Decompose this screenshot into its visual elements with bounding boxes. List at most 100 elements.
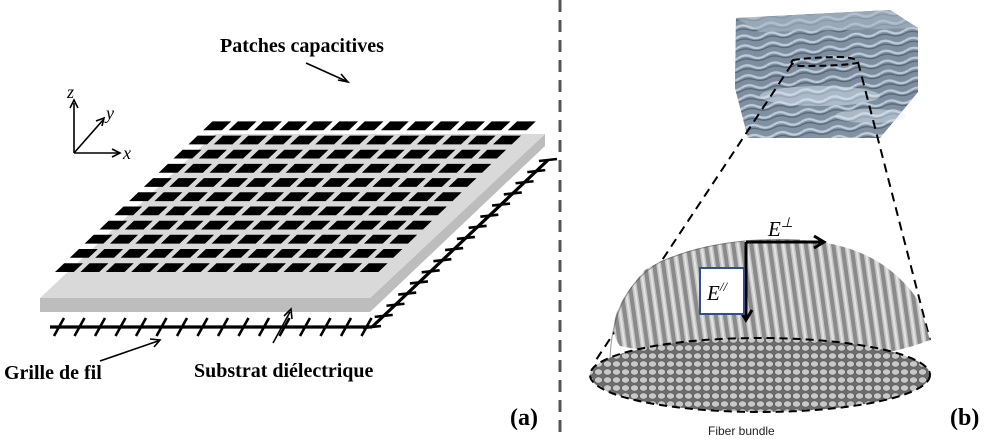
capacitive-patch [289, 135, 318, 145]
capacitive-patch [431, 121, 460, 131]
grid-wire [339, 317, 353, 337]
capacitive-patch [84, 234, 113, 244]
capacitive-patch [478, 149, 507, 159]
capacitive-patch [139, 206, 168, 216]
grid-wire [134, 317, 148, 337]
capacitive-patch [114, 206, 143, 216]
grid-wire [503, 191, 522, 196]
grid-wire [527, 168, 546, 174]
capacitive-patch [228, 121, 257, 131]
capacitive-patch [363, 234, 392, 244]
capacitive-patch [442, 135, 471, 145]
capacitive-patch [416, 135, 445, 145]
grid-wire [386, 302, 405, 308]
capacitive-patch [110, 234, 138, 244]
field-par-label: E// [706, 279, 728, 305]
grid-wire [433, 257, 452, 263]
capacitive-patch [482, 121, 511, 131]
grid-wire [444, 246, 464, 252]
zoom-line-right [857, 61, 931, 341]
field-arrows [738, 234, 827, 323]
capacitive-patch [463, 163, 492, 173]
capacitive-patch [408, 192, 437, 202]
capacitive-patch [160, 234, 189, 244]
capacitive-patch [368, 206, 397, 216]
field-perp-label: E⊥ [767, 216, 793, 241]
capacitive-patch [213, 135, 242, 145]
capacitive-patch [277, 220, 306, 230]
grid-wire [409, 280, 429, 285]
capacitive-patch [222, 249, 251, 258]
capacitive-patch [239, 135, 268, 145]
capacitive-patch [171, 249, 200, 258]
capacitive-patch [300, 149, 329, 159]
capacitive-patch [272, 249, 301, 258]
capacitive-patch [391, 135, 420, 145]
capacitive-patch [69, 249, 98, 258]
capacitive-patch [281, 192, 310, 202]
capacitive-patch [95, 249, 124, 258]
capacitive-patch [156, 263, 185, 272]
capacitive-patch [292, 206, 320, 216]
capacitive-patch [404, 220, 432, 230]
capacitive-patch [146, 249, 174, 258]
capacitive-patch [306, 192, 335, 202]
grid-wire [456, 235, 476, 241]
capacitive-patch [402, 149, 430, 159]
capacitive-patch [321, 178, 350, 187]
capacitive-patch [298, 249, 327, 258]
capacitive-patch [351, 149, 380, 159]
capacitive-patch [361, 163, 390, 173]
grid-wire [319, 317, 332, 337]
capacitive-patch [188, 135, 217, 145]
panel-b-label: (b) [950, 405, 979, 431]
capacitive-patch [347, 178, 375, 187]
capacitive-patch [226, 220, 255, 230]
capacitive-patch [232, 263, 261, 272]
capacitive-patch [374, 249, 403, 258]
capacitive-patch [427, 149, 456, 159]
capacitive-patch [311, 163, 339, 173]
capacitive-patch [256, 192, 284, 202]
grid-wire [93, 317, 107, 337]
capacitive-patch [258, 263, 286, 272]
capacitive-patch [207, 263, 236, 272]
capacitive-patch [158, 163, 187, 173]
capacitive-patch [80, 263, 109, 272]
capacitive-patch [105, 263, 134, 272]
capacitive-patch [359, 263, 388, 272]
capacitive-patch [165, 206, 193, 216]
capacitive-patch [270, 178, 299, 187]
grid-wire [114, 317, 127, 337]
capacitive-patch [135, 234, 164, 244]
capacitive-patch [302, 220, 331, 230]
capacitive-patch [366, 135, 394, 145]
capacitive-patch [215, 206, 244, 216]
capacitive-patch [194, 178, 223, 187]
capacitive-patch [150, 220, 179, 230]
capacitive-patch [173, 149, 202, 159]
capacitive-patch [181, 263, 210, 272]
capacitive-patch [393, 206, 422, 216]
capacitive-patch [247, 249, 276, 258]
capacitive-patch [438, 163, 466, 173]
capacitive-patch [323, 249, 352, 258]
capacitive-patch [313, 234, 342, 244]
capacitive-patch [279, 121, 308, 131]
axis-z-label: z [66, 82, 74, 102]
capacitive-patches [55, 121, 536, 272]
capacitive-patch [389, 234, 418, 244]
capacitive-patch [325, 149, 354, 159]
grid-wire [374, 313, 393, 319]
capacitive-patch [211, 234, 240, 244]
patches-arrow [305, 62, 351, 84]
axis-y-label: y [104, 103, 114, 123]
grid-arrow [99, 338, 162, 362]
capacitive-patch [336, 163, 365, 173]
capacitive-patch [332, 192, 361, 202]
capacitive-patch [317, 206, 346, 216]
grid-wire [73, 317, 86, 337]
capacitive-patch [406, 121, 435, 131]
grid-wire [362, 324, 382, 330]
